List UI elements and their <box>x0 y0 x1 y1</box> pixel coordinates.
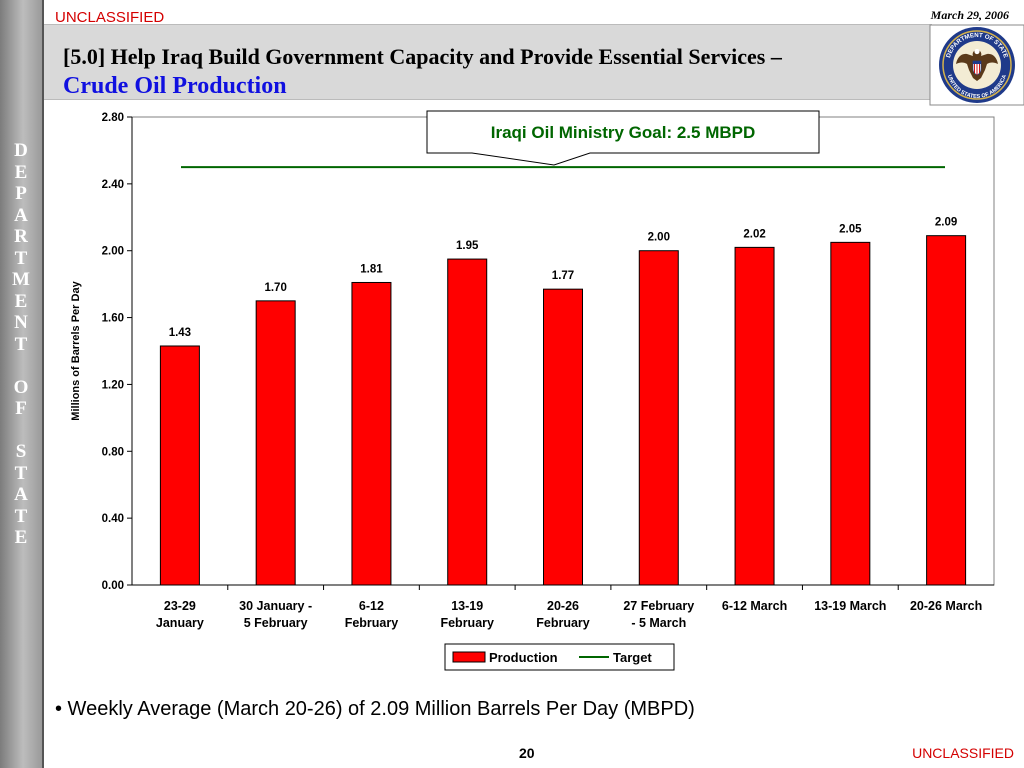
sidebar-letter: T <box>14 247 28 269</box>
sidebar-letter: P <box>15 183 27 204</box>
legend-production-swatch <box>452 651 486 663</box>
sidebar-letter: F <box>15 398 27 419</box>
y-axis-label: Millions of Barrels Per Day <box>70 280 82 420</box>
classification-bottom: UNCLASSIFIED <box>912 745 1014 761</box>
classification-top: UNCLASSIFIED <box>55 9 165 26</box>
bar-value-label: 1.70 <box>264 282 286 294</box>
sidebar-letter: E <box>14 527 28 548</box>
x-tick-label: 20-26 <box>547 599 579 613</box>
state-department-seal: DEPARTMENT OF STATE UNITED STATES OF AME… <box>929 24 1024 106</box>
title-band <box>44 24 932 100</box>
y-tick-label: 0.40 <box>102 513 124 525</box>
y-tick-label: 1.60 <box>102 313 124 325</box>
sidebar-letter: D <box>14 140 28 161</box>
x-tick-label: February <box>536 616 590 630</box>
x-tick-label: February <box>440 616 494 630</box>
goal-callout-box <box>426 110 820 166</box>
sidebar-letter: T <box>14 462 28 484</box>
x-tick-label: 5 February <box>244 616 308 630</box>
production-bar <box>447 258 488 586</box>
date-label: March 29, 2006 <box>930 8 1009 22</box>
y-tick-label: 2.00 <box>102 246 124 258</box>
bar-value-label: 1.95 <box>456 240 479 252</box>
y-tick-label: 0.00 <box>102 580 124 592</box>
page-title: [5.0] Help Iraq Build Government Capacit… <box>63 44 782 69</box>
bar-value-label: 1.81 <box>360 263 383 275</box>
x-tick-label: February <box>345 616 399 630</box>
sidebar-letter: E <box>14 161 28 183</box>
bar-value-label: 1.77 <box>552 270 574 282</box>
crude-oil-production-chart: 0.00 0.40 0.80 1.20 1.60 2.00 2.40 2.80 Millions… <box>70 110 995 671</box>
page-subtitle: Crude Oil Production <box>63 73 287 99</box>
y-tick-label: 0.80 <box>102 446 124 458</box>
x-tick-label: 6-12 <box>359 599 384 613</box>
y-tick-label: 1.20 <box>102 379 124 391</box>
x-tick-label: 30 January - <box>239 599 312 613</box>
x-tick-label: 23-29 <box>164 599 196 613</box>
bar-value-label: 2.05 <box>839 223 862 235</box>
x-tick-label: 6-12 March <box>722 599 787 613</box>
x-tick-label: - 5 March <box>631 616 686 630</box>
sidebar-letter: O <box>13 376 29 398</box>
production-bar <box>543 288 583 586</box>
x-tick-label: 20-26 March <box>910 599 982 613</box>
bar-value-label: 2.02 <box>743 228 765 240</box>
sidebar-letter <box>0 355 42 377</box>
sidebar-letter: N <box>14 312 28 333</box>
production-bar <box>734 246 775 586</box>
sidebar-letter: A <box>14 204 28 226</box>
legend-production-label: Production <box>489 650 558 665</box>
y-tick-label: 2.40 <box>102 179 124 191</box>
production-bar <box>926 235 967 586</box>
production-bar <box>159 345 200 586</box>
x-tick-label: 13-19 March <box>814 599 886 613</box>
x-tick-label: 13-19 <box>451 599 483 613</box>
bar-value-label: 2.00 <box>648 232 670 244</box>
sidebar-letter: S <box>15 441 27 462</box>
page-number: 20 <box>519 745 535 761</box>
sidebar-letter: R <box>14 226 28 247</box>
production-bar <box>830 241 871 586</box>
production-bar <box>351 281 392 586</box>
sidebar-letter: E <box>14 290 28 312</box>
bar-value-label: 2.09 <box>935 217 957 229</box>
production-bar <box>638 250 679 586</box>
bar-value-label: 1.43 <box>169 327 191 339</box>
x-tick-label: January <box>156 616 204 630</box>
y-tick-label: 2.80 <box>102 112 124 124</box>
sidebar-letter: M <box>12 269 30 290</box>
production-bar <box>255 300 296 586</box>
summary-bullet: • Weekly Average (March 20-26) of 2.09 M… <box>55 698 695 720</box>
sidebar-letter: T <box>14 505 28 527</box>
sidebar-letter <box>0 420 42 442</box>
x-tick-label: 27 February <box>623 599 694 613</box>
sidebar-letter: T <box>14 333 28 355</box>
goal-callout-text: Iraqi Oil Ministry Goal: 2.5 MBPD <box>491 123 756 142</box>
sidebar-letter: A <box>14 484 28 505</box>
legend-target-label: Target <box>613 650 652 665</box>
